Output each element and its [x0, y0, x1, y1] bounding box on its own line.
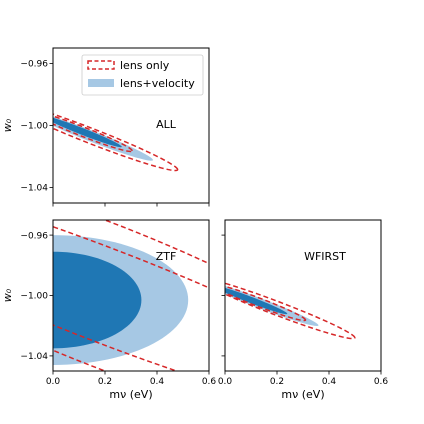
panel-annotation-wfirst: WFIRST [304, 250, 346, 263]
legend-swatch-lens-velocity [88, 79, 114, 87]
legend-swatch-lens-only [87, 60, 115, 70]
x-tick-label-wfirst: 0.0 [218, 377, 233, 387]
contour-wfirst-lens-only-68 [225, 285, 307, 322]
legend-label: lens only [120, 59, 170, 72]
x-tick-label-wfirst: 0.6 [374, 377, 389, 387]
plot-area-ztf [53, 220, 209, 371]
x-tick-label-ztf: 0.2 [98, 377, 112, 387]
y-tick-label-ztf: −0.96 [20, 231, 48, 241]
x-tick-label-ztf: 0.6 [202, 377, 217, 387]
x-tick-label-ztf: 0.0 [46, 377, 61, 387]
y-tick-label-ztf: −1.00 [20, 292, 48, 302]
x-tick-label-wfirst: 0.2 [270, 377, 284, 387]
contour-ztf-lens-velocity-68 [53, 251, 142, 349]
x-tick-label-wfirst: 0.4 [322, 377, 337, 387]
x-axis-label-wfirst: mν (eV) [281, 388, 324, 401]
plot-area-all [53, 113, 179, 172]
x-tick-label-ztf: 0.4 [150, 377, 165, 387]
contour-all-lens-velocity-68 [53, 117, 122, 148]
legend-label: lens+velocity [120, 77, 195, 90]
contour-wfirst-lens-velocity-68 [225, 287, 288, 315]
x-axis-label-ztf: mν (eV) [109, 388, 152, 401]
contour-wfirst-lens-only-95 [225, 282, 356, 340]
contour-all-lens-only-95 [53, 113, 179, 172]
y-tick-label-ztf: −1.04 [20, 352, 48, 362]
y-tick-label-all: −0.96 [20, 60, 48, 70]
plot-area-wfirst [225, 282, 356, 340]
panel-wfirst: 0.0 0.2 0.4 0.6 mν (eV) WFIRST [218, 219, 389, 401]
contour-all-lens-only-68 [53, 115, 133, 153]
panel-ztf: 0.0 0.2 0.4 0.6 −0.96 −1.00 −1.04 w₀ mν (eV) ZTF [1, 219, 217, 401]
panel-annotation-all: ALL [156, 118, 177, 131]
y-axis-label-all: w₀ [1, 118, 14, 132]
y-tick-label-all: −1.00 [20, 122, 48, 132]
y-axis-label-ztf: w₀ [1, 288, 14, 302]
y-tick-label-all: −1.04 [20, 184, 48, 194]
panel-annotation-ztf: ZTF [156, 250, 177, 263]
legend: lens only lens+velocity [81, 54, 204, 96]
panel-all: −0.96 −1.00 −1.04 w₀ ALL lens only lens+veloci… [1, 47, 210, 207]
